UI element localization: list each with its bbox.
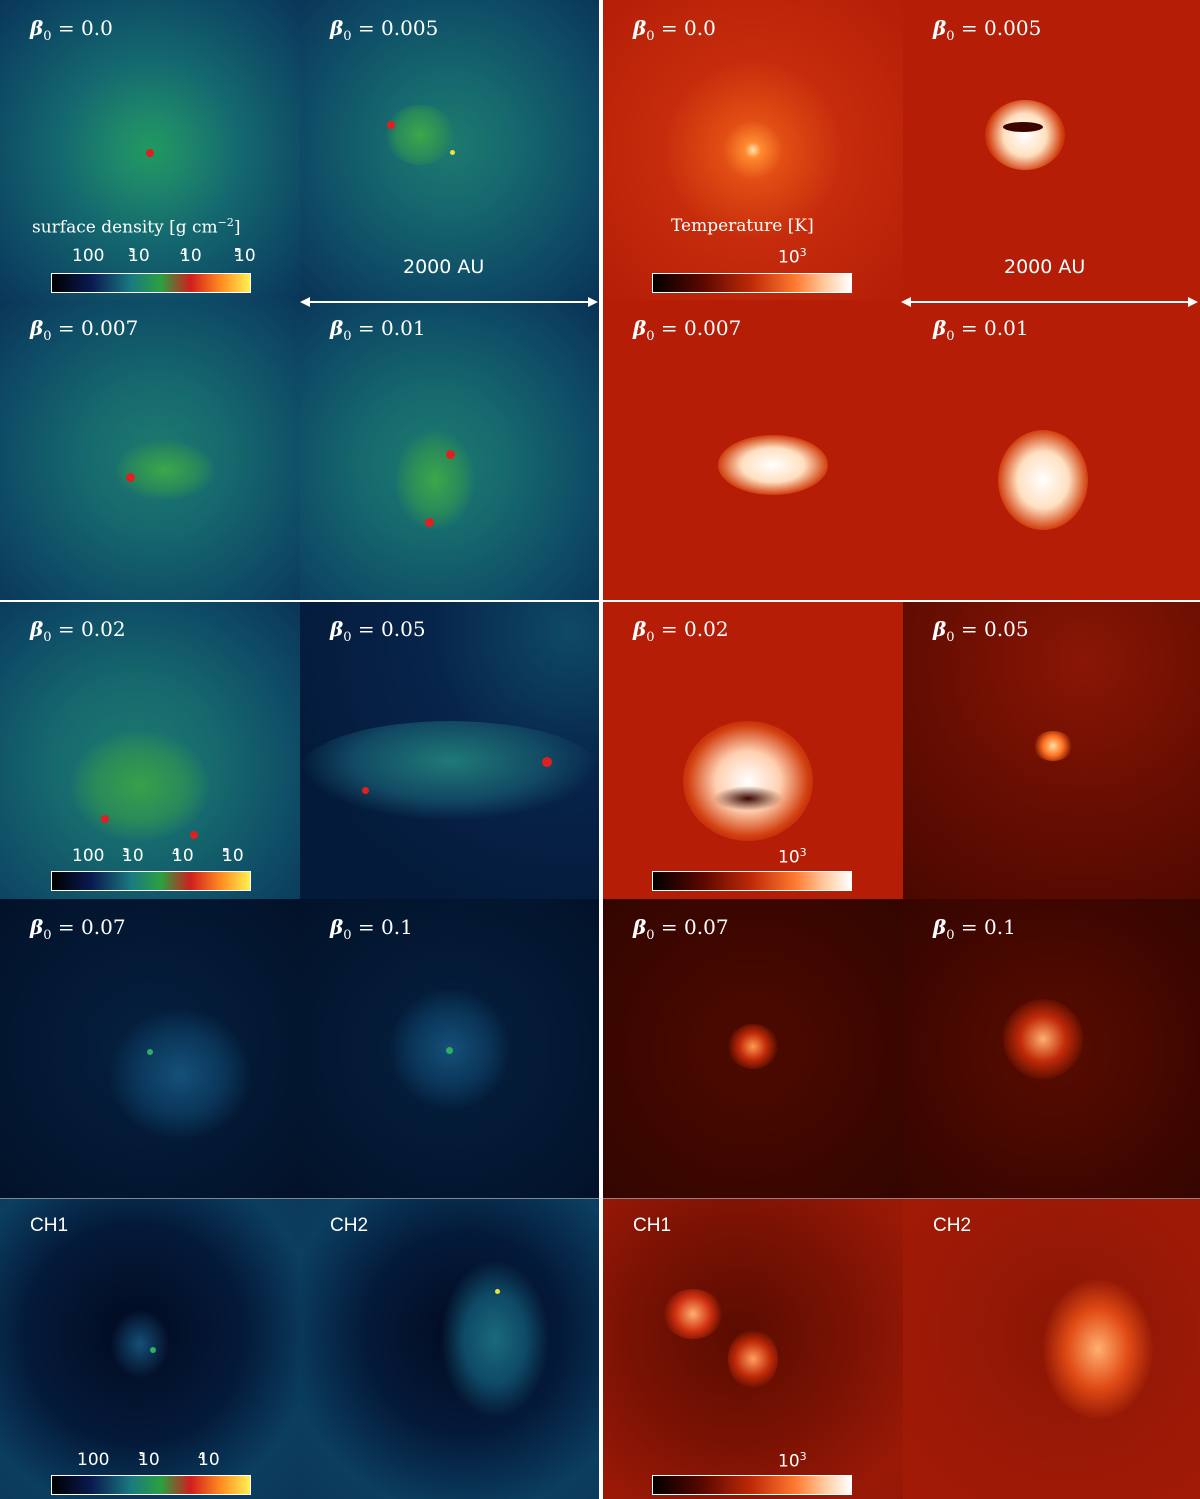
sink-particle (542, 757, 552, 767)
hot-region (683, 721, 813, 841)
sink-particle (362, 787, 369, 794)
panel-label: β0 = 0.02 (633, 617, 729, 645)
panel-density-CH1: CH1 (0, 1199, 300, 1499)
sink-particle (150, 1347, 156, 1353)
panel-temperature-beta-0.02: β0 = 0.02 (603, 601, 903, 901)
panel-label: β0 = 0.0 (633, 16, 716, 44)
colorbar-tick-label: 103 (778, 1450, 807, 1472)
sink-particle (425, 518, 434, 527)
density-clump (385, 105, 455, 165)
panel-density-beta-0.007: β0 = 0.007 (0, 300, 300, 600)
sink-particle (387, 121, 395, 129)
hot-region (985, 100, 1065, 170)
density-clump (70, 731, 210, 841)
hot-region (998, 430, 1088, 530)
cold-filament (1003, 122, 1043, 132)
sink-particle (190, 831, 198, 839)
density-filament (300, 721, 600, 821)
panel-density-beta-0.01: β0 = 0.01 (300, 300, 600, 600)
panel-label: β0 = 0.1 (330, 915, 413, 943)
panel-temperature-beta-0.0: β0 = 0.0 (603, 0, 903, 300)
density-filament (110, 1009, 250, 1139)
panel-density-beta-0.005: β0 = 0.005 (300, 0, 600, 300)
colorbar-gradient (652, 273, 852, 293)
colorbar-tick-label: 103 (778, 246, 807, 268)
sink-particle (446, 450, 455, 459)
colorbar-gradient (652, 1475, 852, 1495)
sink-particle (495, 1289, 500, 1294)
hot-region (1033, 731, 1073, 761)
scale-bar-label: 2000 AU (403, 256, 485, 278)
panel-label: β0 = 0.007 (30, 316, 139, 344)
sink-particle (147, 1049, 153, 1055)
panel-label: β0 = 0.007 (633, 316, 742, 344)
colorbar-gradient (652, 871, 852, 891)
sink-particle (101, 815, 109, 823)
scale-bar-label: 2000 AU (1004, 256, 1086, 278)
panel-label: CH2 (933, 1215, 972, 1236)
sink-particle (126, 473, 135, 482)
hot-region (1003, 999, 1083, 1079)
colorbar-title: surface density [g cm−2] (32, 216, 241, 238)
scale-bar-arrow-icon (901, 297, 1198, 307)
panel-temperature-beta-0.07: β0 = 0.07 (603, 899, 903, 1199)
sink-particle (450, 150, 455, 155)
hot-region (663, 1289, 723, 1339)
panel-density-CH2: CH2 (300, 1199, 600, 1499)
panel-label: β0 = 0.005 (933, 16, 1042, 44)
panel-density-beta-0.0: β0 = 0.0 (0, 0, 300, 300)
panel-temperature-beta-0.1: β0 = 0.1 (903, 899, 1200, 1199)
colorbar-gradient (51, 273, 251, 293)
panel-label: β0 = 0.07 (633, 915, 729, 943)
hot-region (1043, 1279, 1153, 1419)
panel-temperature-beta-0.007: β0 = 0.007 (603, 300, 903, 600)
panel-label: β0 = 0.0 (30, 16, 113, 44)
panel-density-beta-0.07: β0 = 0.07 (0, 899, 300, 1199)
hot-region (728, 1329, 778, 1389)
horizontal-divider (0, 600, 1200, 602)
panel-label: β0 = 0.05 (933, 617, 1029, 645)
density-filament (110, 1309, 170, 1379)
hot-region (718, 435, 828, 495)
density-clump (115, 440, 215, 500)
panel-label: β0 = 0.05 (330, 617, 426, 645)
panel-temperature-beta-0.005: β0 = 0.005 (903, 0, 1200, 300)
vertical-divider (599, 0, 603, 1499)
colorbar-tick-label: 103 (778, 846, 807, 868)
panel-temperature-CH2: CH2 (903, 1199, 1200, 1499)
panel-label: β0 = 0.005 (330, 16, 439, 44)
cold-filament (713, 786, 783, 811)
panel-density-beta-0.02: β0 = 0.02 (0, 601, 300, 901)
panel-label: CH1 (633, 1215, 672, 1236)
sink-particle (146, 149, 154, 157)
panel-label: β0 = 0.1 (933, 915, 1016, 943)
panel-label: CH1 (30, 1215, 69, 1236)
panel-label: β0 = 0.07 (30, 915, 126, 943)
density-filament (440, 1259, 550, 1419)
panel-label: β0 = 0.02 (30, 617, 126, 645)
panel-temperature-beta-0.05: β0 = 0.05 (903, 601, 1200, 901)
scale-bar-arrow-icon (300, 297, 598, 307)
panel-density-beta-0.1: β0 = 0.1 (300, 899, 600, 1199)
panel-temperature-beta-0.01: β0 = 0.01 (903, 300, 1200, 600)
panel-label: β0 = 0.01 (933, 316, 1029, 344)
row-separator (0, 1198, 1200, 1199)
panel-density-beta-0.05: β0 = 0.05 (300, 601, 600, 901)
colorbar-gradient (51, 871, 251, 891)
panel-label: CH2 (330, 1215, 369, 1236)
panel-label: β0 = 0.01 (330, 316, 426, 344)
colorbar-gradient (51, 1475, 251, 1495)
colorbar-title: Temperature [K] (671, 216, 814, 236)
hot-region (728, 1024, 778, 1069)
density-clump (395, 430, 475, 530)
panel-temperature-CH1: CH1 (603, 1199, 903, 1499)
sink-particle (446, 1047, 453, 1054)
